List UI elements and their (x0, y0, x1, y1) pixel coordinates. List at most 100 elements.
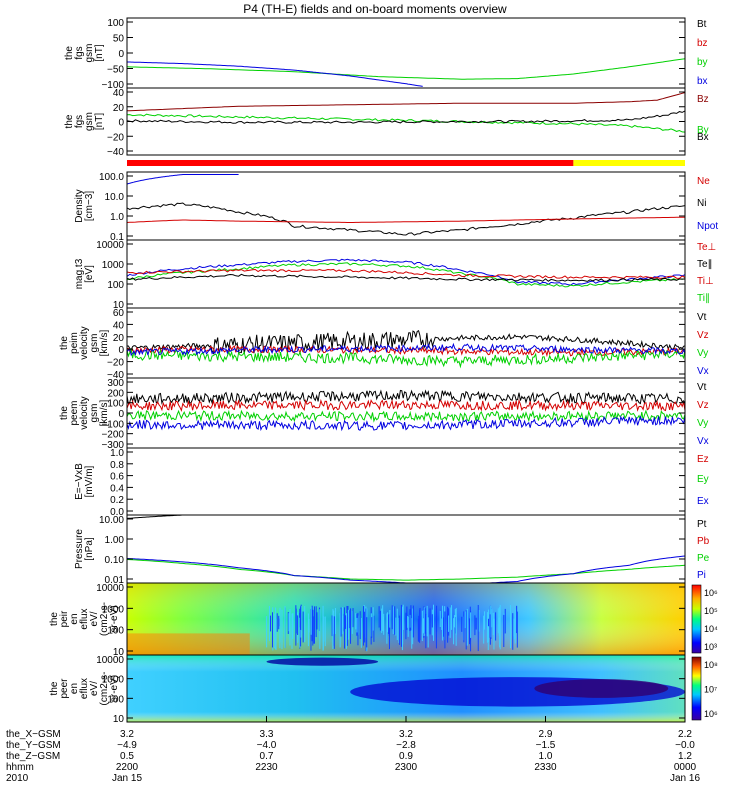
legend-Pt: Pt (697, 519, 707, 530)
ylabel-line: the (64, 46, 75, 60)
legend-Te∥: Te∥ (697, 259, 713, 270)
legend-bx: bx (697, 76, 708, 87)
ytick-label: 0.6 (110, 472, 124, 483)
ylabel-line: gsm (89, 404, 100, 423)
colorbar-tick-label: 10⁶ (704, 588, 718, 598)
legend-Vz: Vz (697, 400, 709, 411)
xaxis-value: −4.9 (117, 740, 137, 751)
xaxis-value: 2.9 (539, 729, 553, 740)
colorbar-tick-label: 10⁵ (704, 606, 718, 616)
series-Vy (126, 409, 686, 423)
ytick-label: −300 (101, 440, 124, 451)
ytick-label: 40 (113, 88, 125, 99)
legend-Npot: Npot (697, 221, 718, 232)
ytick-label: 10000 (96, 240, 124, 251)
ytick-label: 40 (113, 320, 125, 331)
ylabel-line: [nT] (94, 44, 105, 61)
xaxis-row-label: the_X−GSM (6, 729, 61, 740)
ytick-label: 0 (118, 118, 124, 129)
ylabel-line: eV/ (89, 681, 100, 696)
ylabel-line: sr-eV) (109, 605, 120, 632)
ytick-label: 10.0 (105, 192, 125, 203)
ytick-label: −100 (101, 80, 124, 91)
ylabel-line: gsm (84, 44, 95, 63)
legend-Ez: Ez (697, 454, 709, 465)
ytick-label: −20 (107, 132, 124, 143)
ylabel-line: [km/s] (99, 399, 110, 426)
xaxis-value: 3.2 (399, 729, 413, 740)
xaxis-value: 0.9 (399, 751, 413, 762)
colorbar-tick-label: 10⁶ (704, 709, 718, 719)
panel-bg (127, 18, 685, 88)
ytick-label: 50 (113, 34, 125, 45)
legend-Vy: Vy (697, 348, 708, 359)
ytick-label: −50 (107, 65, 124, 76)
ytick-label: 0.10 (105, 555, 125, 566)
ylabel-line: [km/s] (99, 329, 110, 356)
mode-flag-bar (127, 160, 574, 166)
legend-Pb: Pb (697, 536, 710, 547)
ylabel-line: [nPa] (84, 537, 95, 561)
ylabel-line: the (59, 406, 70, 420)
series-Pe (126, 559, 686, 581)
legend-Ni: Ni (697, 198, 706, 209)
series-By (126, 113, 686, 133)
legend-Bz: Bz (697, 94, 709, 105)
xaxis-value: Jan 15 (112, 773, 142, 784)
ytick-label: 20 (113, 103, 125, 114)
legend-Ex: Ex (697, 496, 709, 507)
ytick-label: 10 (113, 714, 125, 725)
ytick-label: 100 (107, 280, 124, 291)
xaxis-value: 1.2 (678, 751, 692, 762)
ylabel-line: fgs (74, 115, 85, 128)
legend-by: by (697, 57, 708, 68)
panel-bg (127, 172, 685, 240)
ylabel-line: sr-eV) (109, 675, 120, 702)
ytick-label: 20 (113, 333, 125, 344)
series-Ni (126, 202, 686, 236)
series-Ti⊥ (126, 258, 686, 286)
colorbar-tick-label: 10⁸ (704, 660, 718, 670)
ylabel-line: [mV/m] (84, 465, 95, 497)
ytick-label: 0 (118, 345, 124, 356)
ylabel-line: [cm−3] (84, 191, 95, 222)
ytick-label: 1.0 (110, 448, 124, 459)
ytick-label: 1.0 (110, 212, 124, 223)
ylabel-line: peir (59, 610, 70, 627)
ylabel-line: peer (59, 678, 70, 699)
legend-Pe: Pe (697, 553, 710, 564)
ylabel-line: gsm (84, 112, 95, 131)
series-Vx (126, 342, 686, 356)
ytick-label: 0.4 (110, 483, 124, 494)
plot-title: P4 (TH-E) fields and on-board moments ov… (243, 2, 507, 16)
ytick-label: 100.0 (99, 172, 124, 183)
ytick-label: 10 (113, 300, 125, 311)
xaxis-value: 1.0 (539, 751, 553, 762)
legend-bz: bz (697, 38, 708, 49)
ytick-label: 100 (107, 18, 124, 29)
xaxis-value: 2200 (116, 762, 139, 773)
ylabel-line: E=−VxB (74, 463, 85, 500)
ytick-label: 0.2 (110, 495, 124, 506)
xaxis-value: 0.7 (260, 751, 274, 762)
ylabel-line: peim (69, 332, 80, 354)
xaxis-value: 2330 (534, 762, 557, 773)
ytick-label: 300 (107, 378, 124, 389)
xaxis-row-label: the_Y−GSM (6, 740, 61, 751)
panel-bg (127, 308, 685, 378)
legend-Vx: Vx (697, 436, 709, 447)
ylabel-line: mag.t3 (74, 258, 85, 289)
xaxis-value: 3.3 (260, 729, 274, 740)
ytick-label: 10 (113, 647, 125, 658)
legend-Pi: Pi (697, 570, 706, 581)
colorbar-tick-label: 10⁴ (704, 624, 718, 634)
ylabel-line: (cm2-s- (99, 672, 110, 706)
panel-bg (127, 378, 685, 448)
ytick-label: −40 (107, 147, 124, 158)
ylabel-line: en (69, 613, 80, 624)
series-Ne (126, 216, 686, 223)
series-Vt (126, 389, 686, 406)
ytick-label: 10.00 (99, 515, 124, 526)
ylabel-line: the (64, 114, 75, 128)
